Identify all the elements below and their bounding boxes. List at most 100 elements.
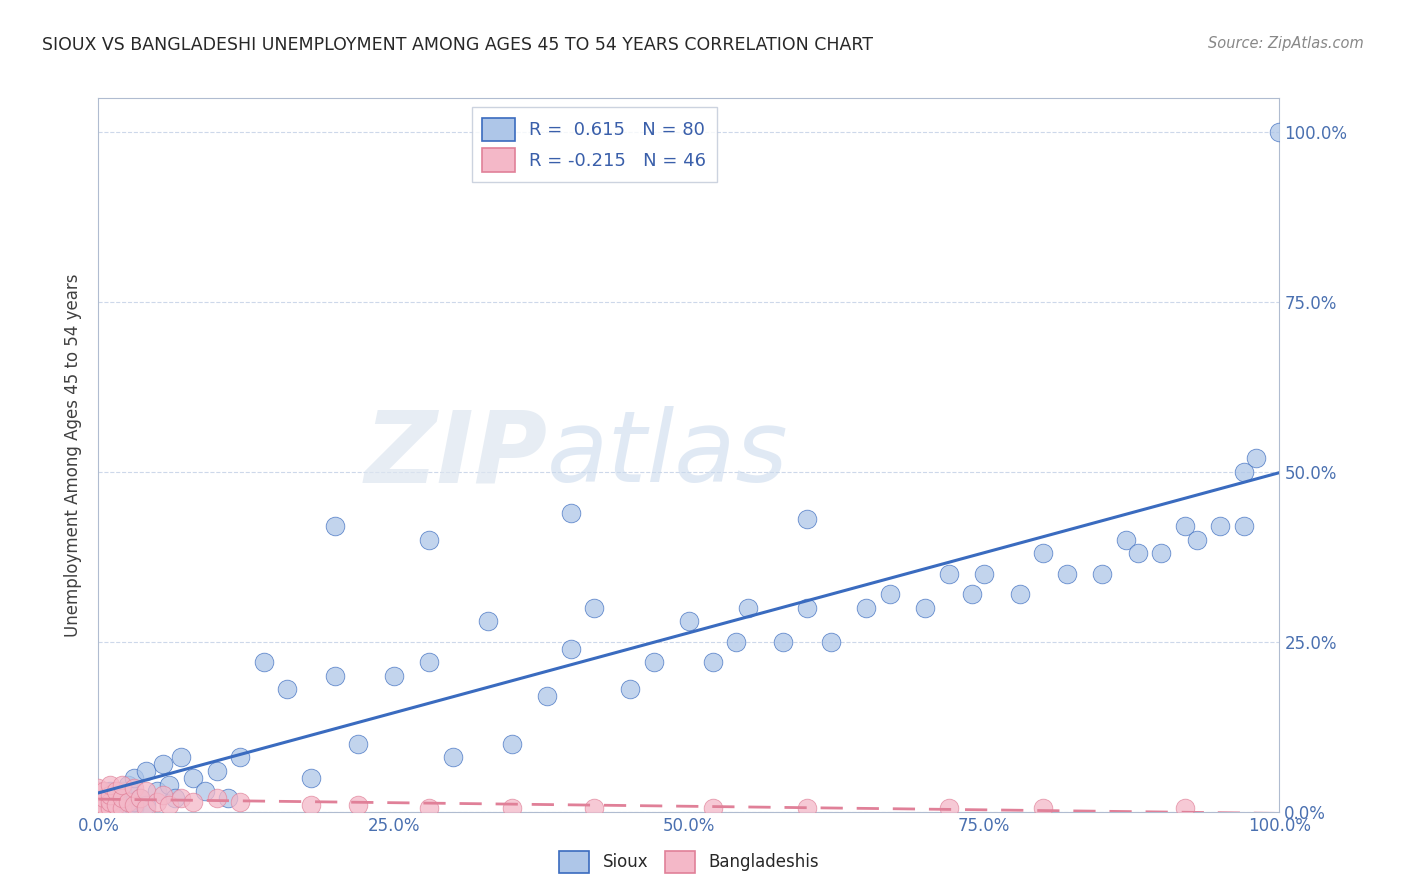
Point — [299, 771, 322, 785]
Point — [217, 791, 239, 805]
Point — [157, 778, 180, 792]
Point — [583, 801, 606, 815]
Point — [93, 801, 115, 815]
Point — [122, 797, 145, 812]
Point — [1244, 451, 1267, 466]
Point — [418, 655, 440, 669]
Point — [122, 780, 145, 795]
Point — [111, 778, 134, 792]
Point — [1115, 533, 1137, 547]
Point — [170, 791, 193, 805]
Point — [146, 784, 169, 798]
Point — [418, 533, 440, 547]
Point — [796, 801, 818, 815]
Point — [105, 797, 128, 812]
Point — [643, 655, 665, 669]
Point — [583, 600, 606, 615]
Point — [93, 791, 115, 805]
Point — [879, 587, 901, 601]
Point — [146, 795, 169, 809]
Point — [973, 566, 995, 581]
Point — [87, 801, 110, 815]
Point — [1091, 566, 1114, 581]
Text: Source: ZipAtlas.com: Source: ZipAtlas.com — [1208, 36, 1364, 51]
Point — [938, 566, 960, 581]
Point — [1056, 566, 1078, 581]
Point — [135, 797, 157, 812]
Point — [111, 801, 134, 815]
Point — [98, 778, 121, 792]
Point — [117, 778, 139, 792]
Point — [382, 669, 405, 683]
Point — [229, 795, 252, 809]
Point — [111, 784, 134, 798]
Point — [1032, 801, 1054, 815]
Point — [276, 682, 298, 697]
Point — [117, 797, 139, 812]
Point — [98, 788, 121, 802]
Point — [87, 791, 110, 805]
Point — [1233, 465, 1256, 479]
Point — [1209, 519, 1232, 533]
Point — [323, 519, 346, 533]
Point — [1126, 546, 1149, 560]
Point — [820, 635, 842, 649]
Point — [1174, 519, 1197, 533]
Point — [98, 801, 121, 815]
Point — [87, 780, 110, 795]
Point — [117, 795, 139, 809]
Point — [441, 750, 464, 764]
Point — [737, 600, 759, 615]
Point — [194, 784, 217, 798]
Point — [93, 797, 115, 812]
Point — [111, 801, 134, 815]
Point — [105, 788, 128, 802]
Point — [181, 771, 204, 785]
Point — [253, 655, 276, 669]
Point — [1174, 801, 1197, 815]
Point — [93, 797, 115, 812]
Point — [702, 655, 724, 669]
Text: SIOUX VS BANGLADESHI UNEMPLOYMENT AMONG AGES 45 TO 54 YEARS CORRELATION CHART: SIOUX VS BANGLADESHI UNEMPLOYMENT AMONG … — [42, 36, 873, 54]
Point — [170, 750, 193, 764]
Point — [135, 801, 157, 815]
Point — [111, 791, 134, 805]
Point — [87, 784, 110, 798]
Point — [98, 784, 121, 798]
Point — [122, 771, 145, 785]
Point — [105, 784, 128, 798]
Point — [205, 764, 228, 778]
Point — [536, 689, 558, 703]
Point — [98, 795, 121, 809]
Y-axis label: Unemployment Among Ages 45 to 54 years: Unemployment Among Ages 45 to 54 years — [65, 273, 83, 637]
Point — [347, 797, 370, 812]
Point — [98, 801, 121, 815]
Point — [87, 788, 110, 802]
Point — [1233, 519, 1256, 533]
Point — [347, 737, 370, 751]
Point — [87, 795, 110, 809]
Point — [1008, 587, 1031, 601]
Point — [678, 615, 700, 629]
Point — [205, 791, 228, 805]
Point — [477, 615, 499, 629]
Point — [1032, 546, 1054, 560]
Text: atlas: atlas — [547, 407, 789, 503]
Point — [105, 797, 128, 812]
Point — [87, 792, 110, 806]
Point — [87, 791, 110, 805]
Point — [111, 791, 134, 805]
Point — [128, 791, 150, 805]
Point — [501, 801, 523, 815]
Point — [914, 600, 936, 615]
Point — [772, 635, 794, 649]
Point — [128, 791, 150, 805]
Text: ZIP: ZIP — [364, 407, 547, 503]
Point — [560, 641, 582, 656]
Point — [323, 669, 346, 683]
Point — [87, 797, 110, 812]
Point — [87, 799, 110, 814]
Point — [93, 784, 115, 798]
Point — [152, 757, 174, 772]
Point — [229, 750, 252, 764]
